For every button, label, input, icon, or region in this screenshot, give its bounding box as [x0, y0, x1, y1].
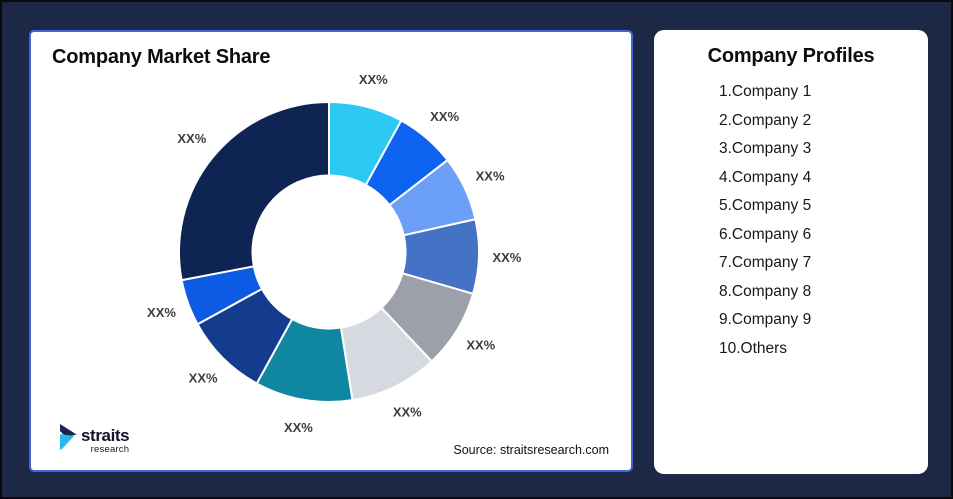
donut-segment-others [178, 101, 330, 282]
profiles-title: Company Profiles [707, 45, 875, 67]
slice-label: XX% [466, 338, 495, 353]
list-item: 6.Company 6 [719, 225, 812, 243]
list-item: 1.Company 1 [719, 83, 812, 100]
logo-chevron-cyan [60, 434, 74, 450]
list-item: 2.Company 2 [719, 111, 812, 129]
logo-chevron-dark [60, 424, 77, 437]
slice-label: XX% [393, 404, 422, 419]
slice-label: XX% [476, 169, 505, 184]
slice-label: XX% [147, 305, 176, 320]
slice-label: XX% [284, 420, 313, 435]
market-share-panel: Company Market Share XX% XX% XX% XX% XX% XX% X… [29, 30, 633, 472]
company-profiles-panel: Company Profiles 1.Company 1 2.Company 2 3… [654, 30, 928, 474]
slice-label: XX% [177, 131, 206, 146]
list-item: 9.Company 9 [719, 311, 812, 328]
company-profiles-list: 1.Company 1 2.Company 2 3.Company 3 4.Compa… [719, 78, 811, 363]
logo-sub-text: research [90, 444, 130, 455]
list-item: 10.Others [719, 339, 788, 357]
logo-mark-icon [60, 424, 77, 450]
chart-title: Company Market Share [52, 46, 271, 68]
list-item: 4.Company 4 [719, 168, 812, 186]
slice-label: XX% [430, 109, 459, 124]
slice-label: XX% [492, 250, 521, 265]
straits-research-logo: straits research [60, 424, 130, 455]
logo-text: straits research [81, 426, 130, 455]
source-attribution: Source: straitsresearch.com [453, 443, 609, 457]
logo-brand-text: straits [81, 426, 130, 445]
list-item: 8.Company 8 [719, 282, 812, 300]
slice-label: XX% [359, 72, 388, 87]
donut-chart: XX% XX% XX% XX% XX% XX% XX% XX% XX% XX% [147, 72, 522, 435]
list-item: 3.Company 3 [719, 140, 812, 157]
slice-label: XX% [189, 370, 218, 385]
list-item: 7.Company 7 [719, 254, 812, 271]
list-item: 5.Company 5 [719, 197, 812, 214]
